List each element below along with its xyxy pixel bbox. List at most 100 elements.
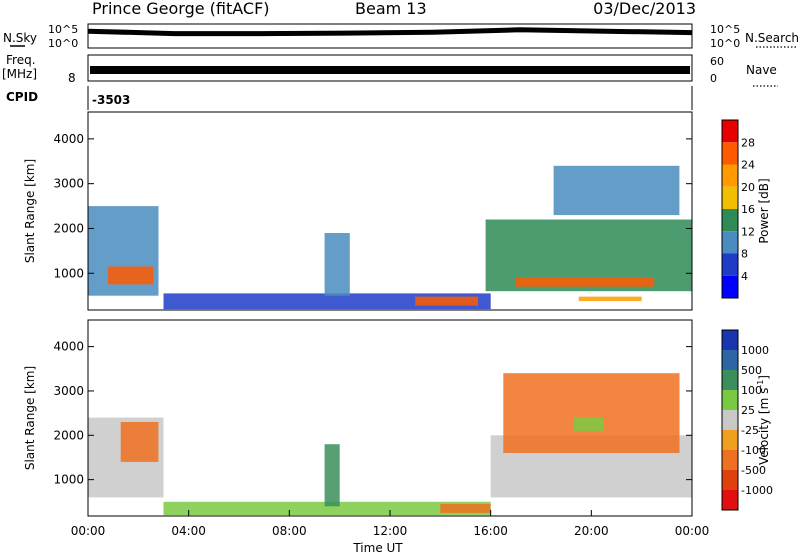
power-colorbar-tick: 20 <box>741 181 755 194</box>
nsky-tick-bottom: 10^0 <box>48 37 78 50</box>
power-colorbar-segment <box>722 186 738 210</box>
velocity-colorbar-segment <box>722 490 738 510</box>
beam-label: Beam 13 <box>355 0 427 18</box>
velocity-colorbar-tick: 100 <box>741 384 762 397</box>
x-tick-label: 04:00 <box>171 524 206 538</box>
power-region <box>324 233 350 296</box>
station-title: Prince George (fitACF) <box>92 0 270 18</box>
power-colorbar-tick: 28 <box>741 136 755 149</box>
velocity-colorbar-tick: 25 <box>741 404 755 417</box>
velocity-colorbar-segment <box>722 450 738 470</box>
power-colorbar-segment <box>722 231 738 254</box>
power-colorbar-segment <box>722 275 738 299</box>
power-region <box>108 266 154 285</box>
velocity-region <box>324 444 340 507</box>
power-panel-frame <box>87 111 693 311</box>
velocity-colorbar-tick: 500 <box>741 364 762 377</box>
velocity-colorbar-segment <box>722 370 738 390</box>
power-y-axis-label: Slant Range [km] <box>23 159 37 263</box>
power-ytick-label: 4000 <box>53 132 84 146</box>
power-ytick-label: 3000 <box>53 177 84 191</box>
power-y-axis: 1000 2000 3000 4000 <box>53 132 692 280</box>
power-colorbar: 28 24 20 16 12 8 4 <box>721 119 755 299</box>
velocity-colorbar-segment <box>722 330 738 350</box>
velocity-panel: 1000 2000 3000 4000 00:00 04:00 08:00 12:00 16:… <box>23 319 710 554</box>
velocity-colorbar-tick: -1000 <box>741 484 773 497</box>
power-colorbar-frame <box>721 119 739 299</box>
power-region <box>578 296 642 302</box>
x-tick-label: 00:00 <box>71 524 106 538</box>
x-tick-label: 20:00 <box>574 524 609 538</box>
velocity-region <box>163 501 491 516</box>
velocity-colorbar-tick: -25 <box>741 424 759 437</box>
noise-panel-frame <box>87 23 693 49</box>
velocity-colorbar-tick: 1000 <box>741 344 769 357</box>
velocity-colorbar-label-end: ] <box>757 375 771 380</box>
power-colorbar-tick: 8 <box>741 248 748 261</box>
velocity-colorbar-frame <box>721 329 739 511</box>
velocity-colorbar-label: Velocity [m s-1] <box>756 375 771 465</box>
velocity-colorbar-segment <box>722 470 738 490</box>
freq-panel-frame <box>87 54 693 82</box>
power-colorbar-segment <box>722 120 738 143</box>
nave-tick-0: 0 <box>710 72 717 85</box>
power-colorbar-segment <box>722 253 738 276</box>
velocity-ytick-label: 3000 <box>53 384 84 398</box>
x-tick-label: 16:00 <box>473 524 508 538</box>
power-colorbar-label: Power [dB] <box>757 178 771 243</box>
velocity-x-axis: 00:00 04:00 08:00 12:00 16:00 20:00 00:00 <box>71 510 710 538</box>
power-ytick-label: 2000 <box>53 221 84 235</box>
velocity-region <box>440 504 491 513</box>
velocity-ytick-label: 4000 <box>53 340 84 354</box>
power-colorbar-segment <box>722 209 738 232</box>
velocity-colorbar: 1000 500 100 25 -25 -100 -500 -1000 <box>721 329 773 511</box>
velocity-ytick-label: 1000 <box>53 473 84 487</box>
x-axis-label: Time UT <box>352 541 403 554</box>
power-colorbar-tick: 24 <box>741 159 755 172</box>
velocity-colorbar-segment <box>722 430 738 450</box>
power-region <box>415 296 479 306</box>
power-region-layer <box>88 165 692 310</box>
nsky-label: N.Sky <box>3 31 37 45</box>
freq-tick-8: 8 <box>68 71 76 85</box>
power-region <box>553 165 680 216</box>
x-tick-label: 08:00 <box>272 524 307 538</box>
x-tick-label: 00:00 <box>675 524 710 538</box>
x-tick-label: 12:00 <box>373 524 408 538</box>
freq-unit-label: [MHz] <box>2 67 37 81</box>
velocity-colorbar-tick: -500 <box>741 464 766 477</box>
nsearch-tick-bottom: 10^0 <box>710 37 740 50</box>
velocity-colorbar-segment <box>722 390 738 410</box>
velocity-region-layer <box>88 373 692 516</box>
nave-label: Nave <box>746 63 777 77</box>
nsky-tick-top: 10^5 <box>48 23 78 36</box>
power-colorbar-segment <box>722 142 738 165</box>
velocity-region <box>573 417 604 431</box>
velocity-colorbar-label-sup: -1 <box>756 380 765 388</box>
freq-label: Freq. <box>6 53 36 67</box>
power-colorbar-tick: 16 <box>741 203 755 216</box>
nsearch-label: N.Search <box>745 31 799 45</box>
velocity-y-axis: 1000 2000 3000 4000 <box>53 340 692 487</box>
velocity-y-axis-label: Slant Range [km] <box>23 366 37 470</box>
power-colorbar-segment <box>722 164 738 187</box>
power-ytick-label: 1000 <box>53 266 84 280</box>
velocity-colorbar-segment <box>722 350 738 370</box>
cpid-label: CPID <box>6 90 38 104</box>
power-colorbar-tick: 12 <box>741 225 755 238</box>
freq-panel: Freq. [MHz] 8 60 0 Nave <box>2 53 778 87</box>
nsky-series-line <box>87 27 693 37</box>
cpid-value: -3503 <box>92 93 130 107</box>
velocity-colorbar-tick: -100 <box>741 444 766 457</box>
nsearch-tick-top: 10^5 <box>710 23 740 36</box>
power-region <box>515 277 655 287</box>
noise-panel: N.Sky 10^5 10^0 10^5 10^0 N.Search <box>3 23 799 50</box>
power-colorbar-tick: 4 <box>741 270 748 283</box>
power-panel: 1000 2000 3000 4000 Slant Range [km] <box>23 111 693 311</box>
velocity-colorbar-segment <box>722 410 738 430</box>
nave-tick-60: 60 <box>710 55 724 68</box>
power-region <box>163 293 491 310</box>
date-label: 03/Dec/2013 <box>593 0 696 18</box>
velocity-region <box>120 422 159 462</box>
velocity-region <box>503 373 680 453</box>
